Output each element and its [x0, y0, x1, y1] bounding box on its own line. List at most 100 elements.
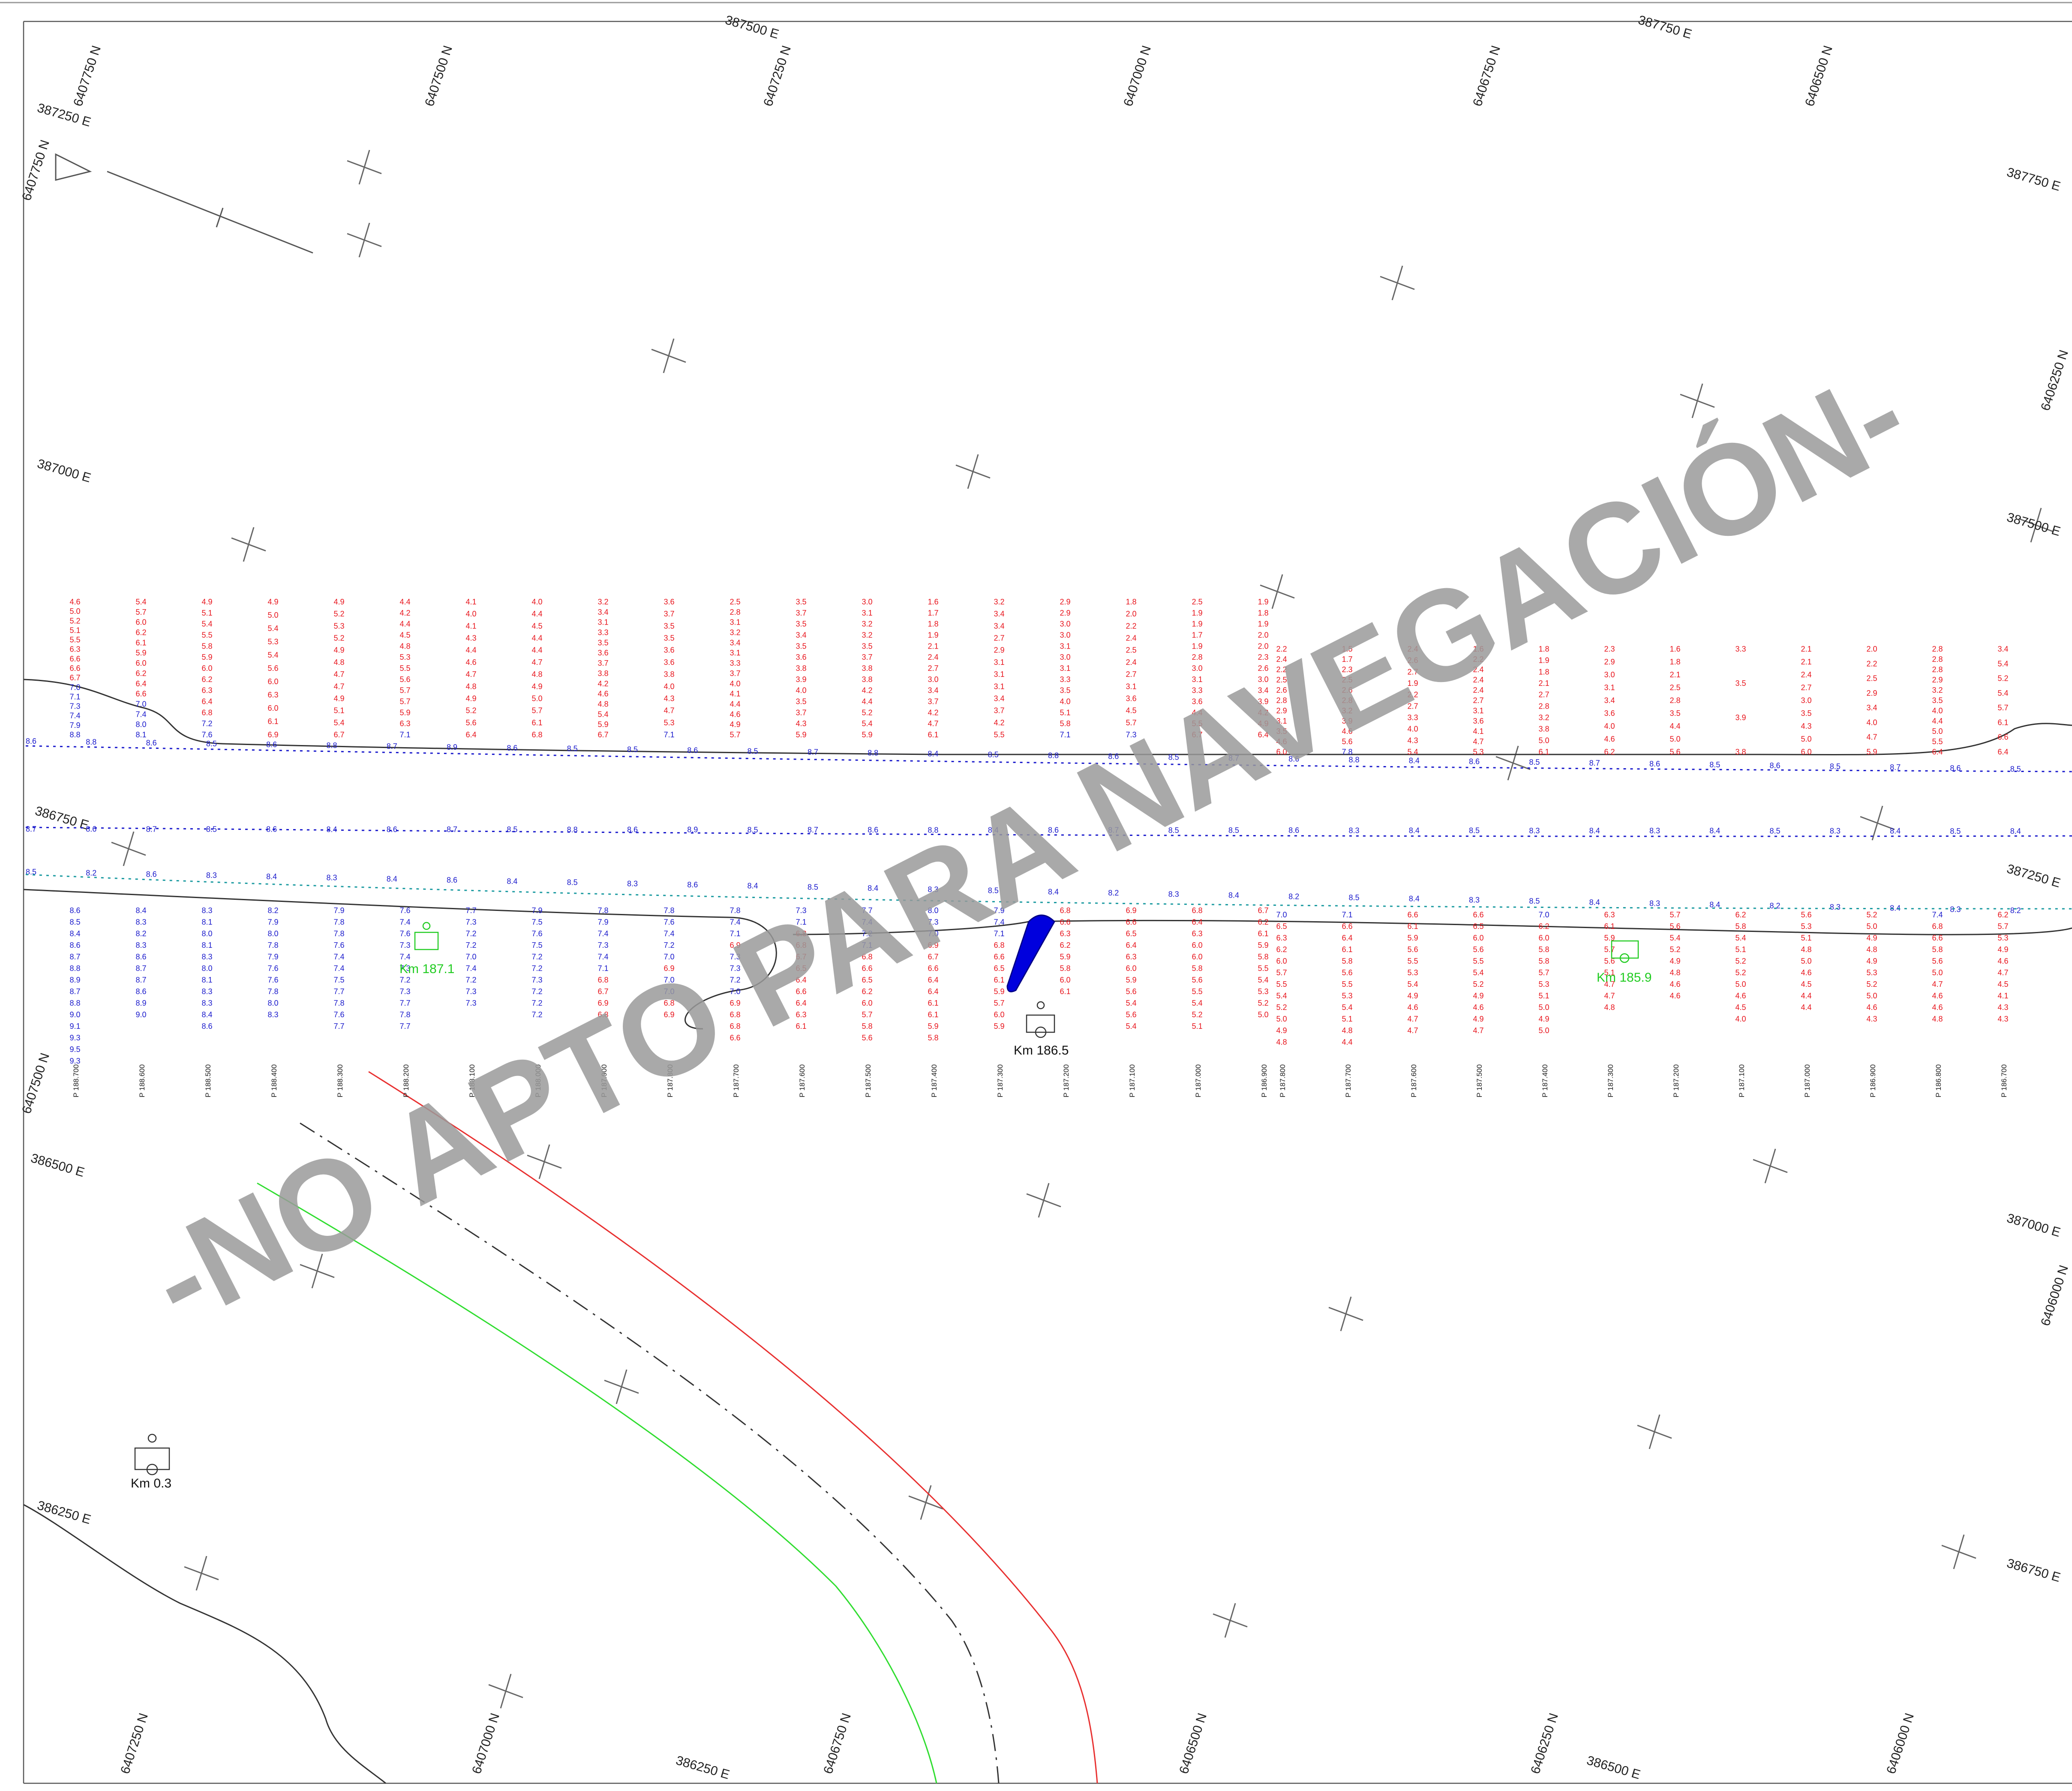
- channel-sounding: 8.6: [447, 876, 457, 884]
- grid-label: 6406500 N: [1177, 1711, 1210, 1776]
- sounding: 7.8: [730, 906, 740, 915]
- sounding: 7.7: [399, 999, 410, 1007]
- sounding: 2.2: [1276, 665, 1287, 674]
- profile-label: P 188.500: [204, 1064, 212, 1097]
- channel-sounding: 8.8: [1348, 755, 1359, 764]
- sounding: 5.1: [333, 706, 344, 715]
- sounding: 7.0: [664, 987, 674, 996]
- channel-sounding: 8.6: [687, 746, 698, 755]
- sounding: 4.7: [1473, 1026, 1483, 1035]
- profile-column: 2.5 1.9 1.9 1.7 1.9 2.8 3.0 3.1 3.3 3.6 4.4 5.5 6.7 6…: [1192, 598, 1202, 1031]
- sounding: 5.2: [1192, 1010, 1202, 1019]
- sounding: 2.1: [1801, 658, 1811, 666]
- sounding: 5.4: [1407, 748, 1418, 756]
- channel-sounding: 8.5: [1469, 826, 1480, 835]
- sounding: 6.8: [201, 708, 212, 717]
- channel-sounding: 8.4: [387, 874, 397, 883]
- sounding: 7.1: [994, 929, 1004, 938]
- sounding: 5.4: [135, 598, 146, 606]
- sounding: 4.5: [1801, 980, 1811, 989]
- sounding: 6.3: [267, 691, 278, 699]
- sounding: 5.1: [1604, 968, 1615, 977]
- sounding: 7.4: [69, 712, 80, 720]
- channel-sounding: 8.4: [1409, 895, 1420, 903]
- profile-column: 1.8 2.0 2.2 2.4 2.5 2.4 2.7 3.1 3.6 4.5 5.7 7.3 6.9 6…: [1126, 598, 1136, 1031]
- sounding: 6.9: [664, 964, 674, 973]
- sounding: 3.5: [1932, 696, 1943, 705]
- sounding: 5.7: [862, 1010, 872, 1019]
- sounding: 3.0: [928, 675, 938, 684]
- sounding: 4.7: [1932, 980, 1943, 989]
- sounding: 4.4: [532, 610, 542, 618]
- sounding: 7.6: [664, 918, 674, 926]
- sounding: 7.8: [333, 918, 344, 926]
- sounding: 3.0: [1801, 696, 1811, 705]
- sounding: 3.2: [598, 598, 608, 606]
- sounding: 5.4: [1997, 659, 2008, 668]
- sounding: 8.6: [135, 953, 146, 961]
- km-marker-185-9: Km 185.9: [1597, 940, 1652, 985]
- sounding: 5.4: [1342, 1003, 1352, 1012]
- sounding: 8.4: [135, 906, 146, 915]
- sounding: 7.3: [399, 964, 410, 973]
- sounding: 4.9: [1997, 945, 2008, 954]
- sounding: 6.8: [664, 999, 674, 1007]
- profile-label: P 188.400: [270, 1064, 278, 1097]
- sounding: 6.5: [862, 976, 872, 984]
- sounding: 6.8: [796, 941, 806, 950]
- channel-sounding: 8.3: [1950, 905, 1961, 914]
- sounding: 6.6: [1407, 911, 1418, 919]
- profile-label: P 187.600: [798, 1064, 806, 1097]
- sounding: 4.1: [465, 598, 476, 606]
- sounding: 4.5: [532, 622, 542, 630]
- sounding: 5.6: [1932, 957, 1943, 965]
- channel-sounding: 8.4: [1409, 826, 1420, 835]
- sounding: 6.7: [598, 987, 608, 996]
- channel-sounding: 8.8: [928, 826, 938, 834]
- sounding: 8.6: [69, 941, 80, 950]
- sounding: 7.3: [465, 999, 476, 1007]
- sounding: 6.0: [1192, 941, 1202, 950]
- sounding: 4.9: [1866, 934, 1877, 942]
- vessel-icon: [1006, 914, 1055, 992]
- sounding: 7.3: [928, 918, 938, 926]
- sounding: 3.1: [1473, 706, 1483, 715]
- sounding: 5.1: [1538, 992, 1549, 1000]
- sounding: 3.1: [994, 670, 1004, 679]
- sounding: 6.2: [1060, 941, 1070, 950]
- channel-sounding: 8.7: [1589, 759, 1600, 767]
- sounding: 7.7: [333, 1022, 344, 1031]
- sounding: 5.3: [267, 637, 278, 646]
- sounding: 6.6: [928, 964, 938, 973]
- sounding: 5.3: [1342, 992, 1352, 1000]
- sounding: 1.8: [928, 620, 938, 628]
- sounding: 2.0: [1258, 631, 1268, 640]
- sounding: 2.8: [1670, 696, 1680, 705]
- sounding: 6.9: [730, 941, 740, 950]
- channel-sounding: 8.6: [1048, 826, 1059, 835]
- channel-sounding: 8.4: [988, 826, 999, 834]
- sounding: 5.3: [399, 653, 410, 661]
- sounding: 4.9: [1258, 719, 1268, 728]
- sounding: 3.5: [664, 634, 674, 643]
- sounding: 5.6: [1126, 987, 1136, 996]
- sounding: 5.4: [1276, 992, 1287, 1000]
- sounding: 5.9: [796, 730, 806, 739]
- sounding: 9.0: [69, 1010, 80, 1019]
- sounding: 3.5: [862, 642, 872, 650]
- sounding: 3.5: [664, 622, 674, 630]
- sounding: 4.5: [1997, 980, 2008, 989]
- sounding: 4.8: [598, 700, 608, 708]
- sounding: 7.2: [532, 999, 542, 1007]
- sounding: 3.8: [1735, 748, 1746, 756]
- profile-label: P 186.700: [2000, 1064, 2008, 1097]
- sounding: 3.0: [1258, 675, 1268, 684]
- channel-sounding: 8.6: [1288, 754, 1299, 763]
- sounding: 7.4: [664, 929, 674, 938]
- sounding: 1.7: [1342, 655, 1352, 664]
- sounding: 1.8: [1670, 658, 1680, 666]
- channel-sounding: 8.4: [868, 884, 878, 892]
- sounding: 1.8: [1126, 598, 1136, 606]
- sounding: 4.8: [1670, 968, 1680, 977]
